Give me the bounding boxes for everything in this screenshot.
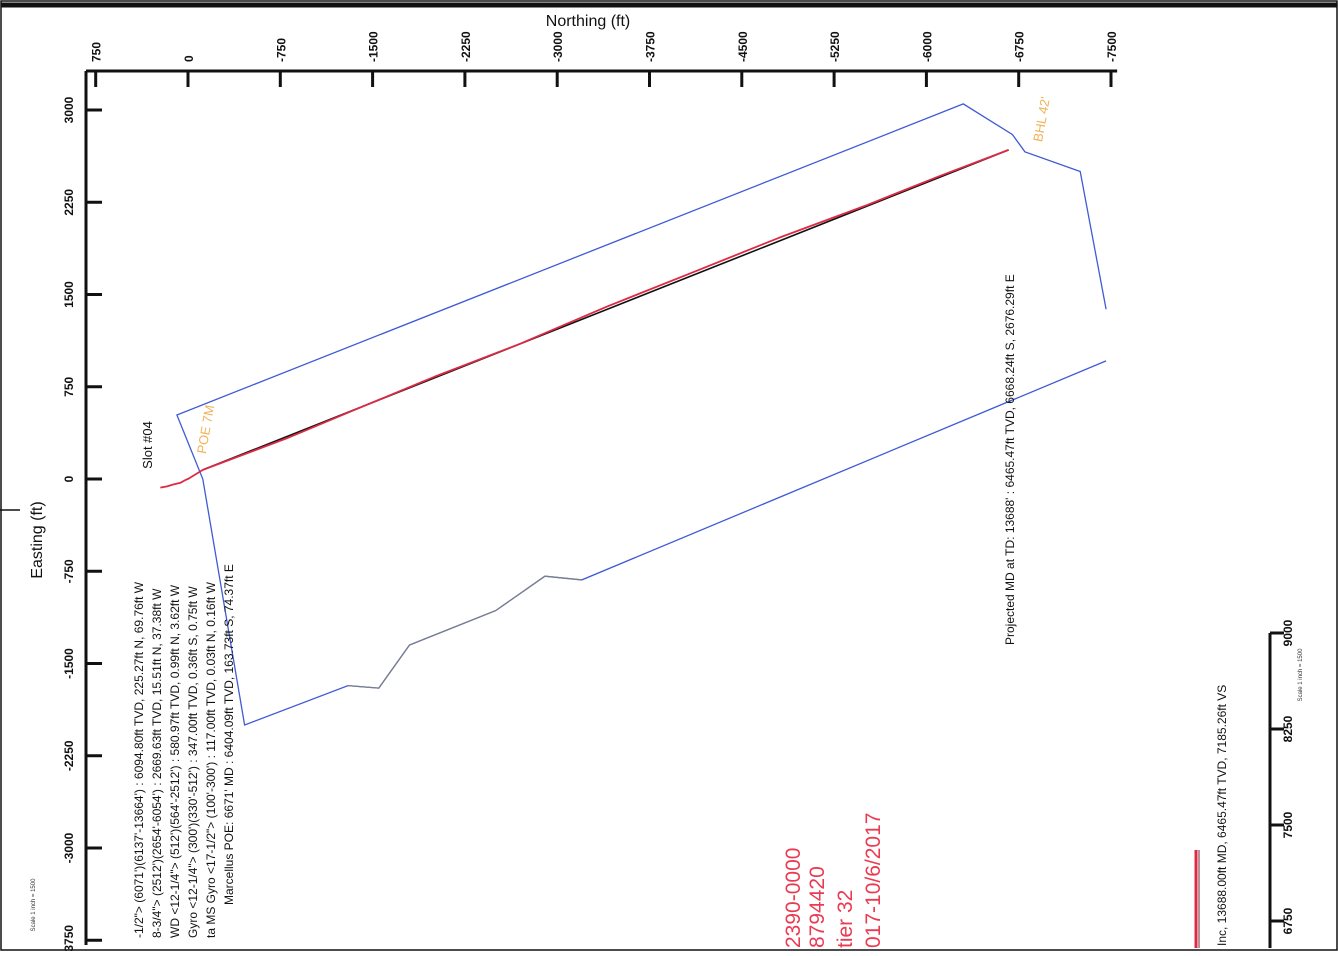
slot-label: Slot #04 bbox=[140, 421, 155, 469]
casing-note-1: -1/2"> (6071')(6137'-13664') : 6094.80ft… bbox=[132, 581, 146, 938]
easting-tick-label: -1500 bbox=[62, 648, 76, 679]
northing-tick-label: 0 bbox=[182, 55, 196, 62]
casing-note-6: Marcellus POE: 6671' MD : 6404.09ft TVD,… bbox=[222, 564, 236, 905]
legend-entry: Inc, 13688.00ft MD, 6465.47ft TVD, 7185.… bbox=[1215, 685, 1229, 946]
casing-note-3: WD <12-1/4"> (512')(564'-2512') : 580.97… bbox=[168, 584, 182, 938]
northing-tick-label: -7500 bbox=[1105, 31, 1119, 62]
northing-tick-label: 750 bbox=[90, 42, 104, 62]
casing-note-2: 8-3/4"> (2512')(2654'-6054') : 2669.63ft… bbox=[150, 588, 164, 938]
vs-tick-label: 7500 bbox=[1281, 811, 1295, 838]
axes: 750 0 -750 -1500 -2250 -3000 -3750 -4500 -5250 -6… bbox=[62, 31, 1119, 956]
casing-note-5: ta MS Gyro <17-1/2"> (100'-300') : 117.0… bbox=[204, 581, 218, 938]
easting-tick-label: -750 bbox=[62, 559, 76, 583]
stamp-line-1: 2390-0000 bbox=[782, 848, 805, 948]
easting-tick-label: -2250 bbox=[62, 740, 76, 771]
bhl-label: BHL 42' bbox=[1030, 96, 1053, 143]
northing-tick-label: -6000 bbox=[920, 31, 934, 62]
easting-tick-label: 3000 bbox=[62, 96, 76, 123]
northing-tick-label: -4500 bbox=[736, 31, 750, 62]
easting-tick-label: 1500 bbox=[62, 281, 76, 308]
lease-boundary-gray bbox=[347, 575, 582, 689]
casing-notes: -1/2"> (6071')(6137'-13664') : 6094.80ft… bbox=[132, 564, 236, 938]
northing-tick-label: -2250 bbox=[459, 31, 473, 62]
lease-boundary bbox=[176, 103, 1107, 726]
projected-td-note: Projected MD at TD: 13688' : 6465.47ft T… bbox=[1003, 274, 1017, 645]
northing-tick-label: -6750 bbox=[1013, 31, 1027, 62]
red-stamp: 2390-0000 8794420 tier 32 017-10/6/2017 bbox=[782, 813, 885, 948]
easting-tick-label: 750 bbox=[62, 376, 76, 396]
northing-tick-label: -3000 bbox=[551, 31, 565, 62]
northing-tick-label: -5250 bbox=[828, 31, 842, 62]
vs-tick-label: 9000 bbox=[1281, 619, 1295, 646]
stamp-line-3: tier 32 bbox=[834, 890, 857, 948]
vs-tick-label: 6750 bbox=[1281, 907, 1295, 934]
northing-tick-label: -1500 bbox=[367, 31, 381, 62]
northing-tick-label: -3750 bbox=[644, 31, 658, 62]
northing-tick-label: -750 bbox=[274, 38, 288, 62]
lease-boundary-blue bbox=[176, 103, 1107, 726]
poe-label: POE 7M bbox=[194, 404, 217, 455]
wellpath-series bbox=[160, 149, 1009, 489]
easting-tick-label: -3000 bbox=[62, 832, 76, 863]
easting-tick-label: 0 bbox=[62, 475, 76, 482]
stamp-line-4: 017-10/6/2017 bbox=[862, 813, 885, 948]
vs-scale-axis: 9000 8250 7500 6750 bbox=[1268, 619, 1295, 948]
easting-axis-label: Easting (ft) bbox=[29, 501, 46, 578]
easting-tick-label: -3750 bbox=[62, 925, 76, 951]
stamp-line-2: 8794420 bbox=[806, 866, 829, 948]
casing-note-4: Gyro <12-1/4"> (300')(330'-512') : 347.0… bbox=[186, 586, 200, 938]
vs-scale-label: Scale 1 inch = 1500 bbox=[1298, 648, 1304, 702]
actual-wellpath-line bbox=[160, 149, 1009, 489]
vs-tick-label: 8250 bbox=[1281, 715, 1295, 742]
easting-tick-label: 2250 bbox=[62, 189, 76, 216]
northing-axis-label: Northing (ft) bbox=[546, 13, 630, 30]
easting-scale-label: Scale 1 inch = 1500 bbox=[31, 878, 37, 932]
